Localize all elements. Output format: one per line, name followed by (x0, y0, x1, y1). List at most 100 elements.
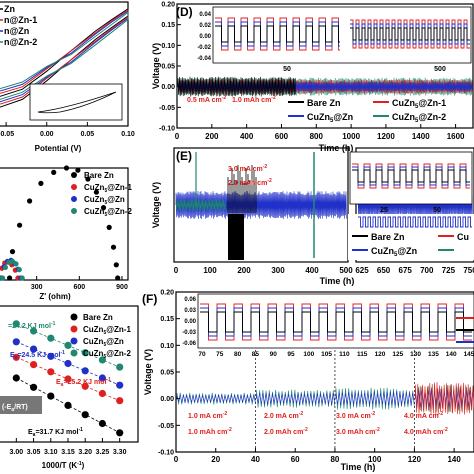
panel-f-trace-blue-1 (256, 392, 336, 405)
panel-e-inset-x-tick-1: 25 (380, 207, 388, 214)
panel-d-legend-label-cuzn5-zn: CuZn5@Zn (307, 112, 353, 124)
panel-f-rate-current-label: 1.0 mA cm-2 (188, 411, 227, 420)
cv-legend-label-cuzn5-zn-2: n@Zn-2 (4, 37, 37, 47)
cv-legend: Zn n@Zn-1 n@Zn n@Zn-2 (0, 4, 37, 47)
arrhenius-ea-label-2: Ea=24.5 KJ mol-1 (10, 350, 65, 361)
cv-x-tick-label: 0.00 (40, 131, 54, 138)
panel-e-x-tick-label: 200 (237, 266, 251, 275)
panel-f-inset-y-tick-4: -0.03 (182, 330, 196, 336)
panel-f-y-tick-label: 0.05 (160, 370, 174, 377)
nyquist-legend: Bare Zn CuZn5@Zn-1 CuZn5@Zn CuZn5@Zn-2 (71, 171, 132, 218)
panel-f-inset-trace-black (200, 311, 472, 333)
arrhenius-point (12, 338, 20, 346)
arrhenius-point (116, 363, 124, 371)
panel-e-inset-traces (352, 163, 470, 189)
nyquist-point (0, 275, 6, 281)
panel-f-y-tick-label: -0.10 (158, 450, 174, 457)
panel-d-inset: 0.04 0.02 0.00 -0.02 -0.04 50 500 (197, 6, 472, 73)
arrhenius-legend-label-bare-zn: Bare Zn (83, 313, 113, 322)
panel-d-inset-traces (215, 17, 470, 51)
panel-e-x-tick-label: 100 (203, 266, 217, 275)
panel-d-y-tick-label: 0.05 (161, 64, 175, 71)
panel-d-inset-y-tick-3: 0.00 (199, 34, 211, 40)
nyquist-legend-marker-cuzn5-zn-2 (71, 208, 77, 214)
panel-f-rate-labels: 1.0 mA cm-2 1.0 mAh cm-2 2.0 mA cm-2 2.0 mA… (188, 411, 448, 436)
arrhenius-x-ticks: 3.00 3.05 3.10 3.15 3.20 3.25 3.30 (10, 438, 127, 456)
nyquist-legend-marker-bare-zn (71, 172, 77, 178)
nyquist-point (17, 222, 23, 228)
arrhenius-equation-label: (-Ea/RT) (2, 404, 28, 413)
panel-f-inset-x-tick-label: 125 (392, 351, 403, 358)
panel-d-x-tick-label: 800 (310, 132, 324, 141)
arrhenius-point (64, 341, 72, 349)
cv-inset-loop (37, 91, 117, 114)
cv-x-tick-label: 0.05 (81, 131, 95, 138)
panel-d-x-tick-label: 600 (275, 132, 289, 141)
panel-f-inset-x-tick-label: 95 (287, 351, 295, 358)
arrhenius-point (47, 352, 55, 360)
panel-f-y-tick-label: -0.05 (158, 423, 174, 430)
panel-e-legend-label-cu: Cu (457, 232, 469, 242)
panel-f-inset-x-tick-label: 120 (375, 351, 386, 358)
panel-f-x-tick-label: 20 (211, 455, 220, 464)
arrhenius-point (64, 401, 72, 409)
nyquist-point (27, 198, 33, 204)
panel-f-rate-capacity-label: 1.0 mAh cm-2 (188, 427, 232, 436)
arrhenius-point (47, 392, 55, 400)
panel-d-legend: Bare Zn CuZn5@Zn-1 CuZn5@Zn CuZn5@Zn-2 (288, 98, 446, 124)
panel-d-inset-frame (212, 6, 472, 64)
panel-d-voltage-traces (177, 76, 473, 97)
panel-f-inset-x-tick-label: 100 (303, 351, 314, 358)
panel-d-y-axis-label: Voltage (V) (151, 43, 161, 89)
arrhenius-point (64, 375, 72, 383)
arrhenius-point (116, 381, 124, 389)
panel-f-rate-capacity-label: 2.0 mAh cm-2 (264, 427, 308, 436)
nyquist-legend-marker-cuzn5-zn (71, 196, 77, 202)
cv-x-ticks: -0.05 0.00 0.05 0.10 (0, 122, 135, 138)
panel-e-legend-background-trace (358, 216, 472, 228)
panel-d-inset-x-tick-1: 50 (283, 66, 291, 73)
panel-f-inset-y-tick-2: 0.03 (184, 308, 196, 314)
arrhenius-point (116, 429, 124, 437)
arrhenius-ea-label-3: Ea=25.2 KJ mol-1 (56, 377, 111, 388)
panel-f-inset-x-tick-label: 70 (198, 351, 206, 358)
cv-x-axis-label: Potential (V) (35, 144, 82, 153)
nyquist-point (19, 275, 25, 281)
panel-f-inset-x-tick-label: 110 (339, 351, 350, 358)
panel-f-trace-blue-2 (335, 390, 415, 407)
panel-d-inset-y-tick-2: 0.02 (199, 23, 211, 29)
panel-e-x-tick-label-right: 650 (377, 266, 391, 275)
panel-f-y-tick-label: 0.10 (160, 343, 174, 350)
panel-d-x-tick-label: 1200 (377, 132, 395, 141)
arrhenius-legend-marker-cuzn5-zn-1 (70, 325, 78, 333)
panel-d-legend-label-cuzn5-zn-2: CuZn5@Zn-2 (392, 112, 446, 124)
panel-e-capacity-label: 2.0 mAh cm-2 (228, 178, 272, 187)
panel-f-inset-x-tick-label: 80 (234, 351, 242, 358)
panel-f-rate-dividers (255, 350, 415, 452)
panel-d-inset-trace-black-2 (350, 27, 470, 41)
panel-f-y-ticks: -0.10 -0.05 0.00 0.05 0.10 0.15 0.20 (158, 290, 180, 457)
panel-d-x-ticks: 0 200 400 600 800 1000 1200 1400 1600 (175, 124, 465, 141)
arrhenius-points (12, 320, 124, 437)
arrhenius-point (81, 411, 89, 419)
panel-e-x-tick-label: 500 (339, 266, 353, 275)
panel-d-current-label: 0.5 mA cm-2 (187, 95, 226, 104)
panel-d-inset-y-tick-4: -0.02 (197, 45, 211, 51)
nyquist-x-tick-label: 900 (116, 284, 128, 291)
nyquist-point (51, 169, 57, 175)
panel-f-trace-blue-0 (176, 394, 256, 403)
panel-d-x-tick-label: 1400 (412, 132, 430, 141)
panel-e-trace-bare-zn-short (228, 214, 244, 260)
panel-d-inset-y-tick-5: -0.04 (197, 56, 211, 62)
arrhenius-x-tick-label: 3.15 (61, 449, 75, 456)
arrhenius-point (116, 397, 124, 405)
nyquist-point (7, 275, 13, 281)
arrhenius-point (47, 334, 55, 342)
panel-f-inset-x-tick-label: 85 (252, 351, 260, 358)
arrhenius-panel: 3.00 3.05 3.10 3.15 3.20 3.25 3.30 1000/T (K-1… (0, 305, 139, 470)
arrhenius-point (29, 361, 38, 369)
nyquist-point (85, 176, 91, 182)
